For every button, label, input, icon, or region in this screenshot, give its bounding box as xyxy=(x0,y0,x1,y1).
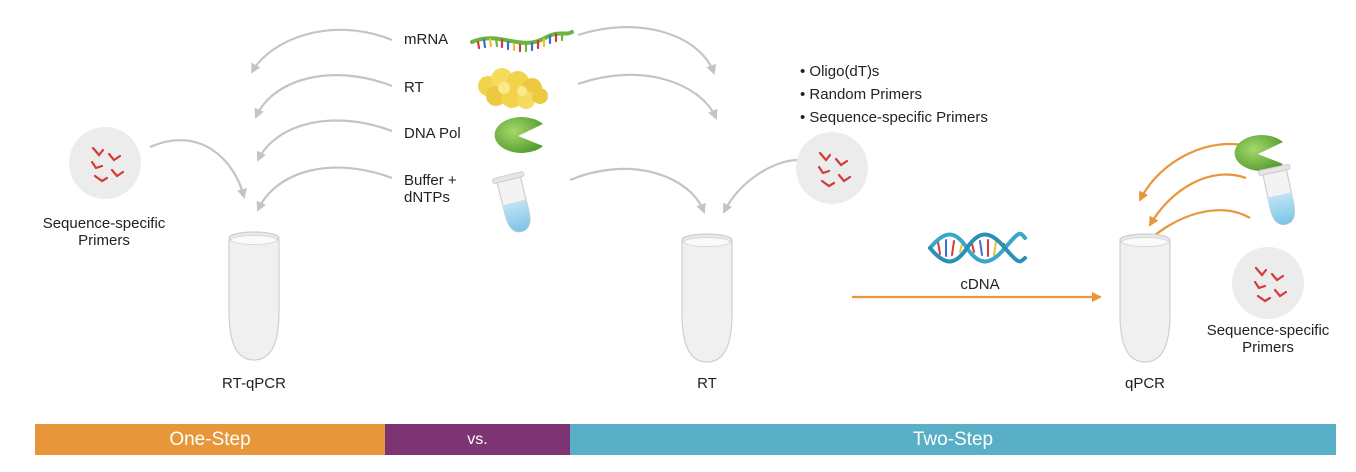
primer-option-sequence-specific: Sequence-specific Primers xyxy=(800,106,987,129)
primers-label-right-line2: Primers xyxy=(1242,339,1294,356)
qpcr-tube xyxy=(1119,233,1171,363)
mrna-icon xyxy=(470,30,574,53)
one-step-tube-label: RT-qPCR xyxy=(222,375,286,392)
arrow-pol-left xyxy=(257,119,393,162)
arrow-rt-right xyxy=(577,73,718,120)
arrow-mrna-left xyxy=(251,28,393,74)
buffer-tube-icon xyxy=(492,171,531,233)
arrow-primers-middle xyxy=(723,158,799,214)
primers-label-right: Sequence-specific Primers xyxy=(1178,322,1356,356)
reverse-transcriptase-icon xyxy=(478,68,548,109)
qpcr-tube-label: qPCR xyxy=(1124,375,1165,392)
primers-icon-left xyxy=(69,127,141,199)
buffer-label-line2: dNTPs xyxy=(404,189,450,206)
vs-label: vs. xyxy=(467,430,488,448)
dna-pol-label: DNA Pol xyxy=(404,125,461,142)
one-step-label: One-Step xyxy=(169,428,251,450)
rt-tube-label: RT xyxy=(697,375,717,392)
primers-label-left-line2: Primers xyxy=(78,232,130,249)
buffer-label-line1: Buffer + xyxy=(404,172,457,189)
primers-label-left: Sequence-specific Primers xyxy=(14,215,194,249)
dna-polymerase-icon xyxy=(494,117,543,153)
cdna-helix-icon xyxy=(928,231,1027,264)
primers-icon-middle xyxy=(796,132,868,204)
two-step-bar: Two-Step xyxy=(570,424,1336,455)
one-step-bar: One-Step xyxy=(35,424,385,455)
mrna-label: mRNA xyxy=(404,31,449,48)
rt-tube xyxy=(681,233,733,363)
arrow-rt-left xyxy=(254,74,393,119)
two-step-label: Two-Step xyxy=(912,428,994,450)
arrow-mrna-right xyxy=(577,26,716,75)
arrows-to-one-step-tube xyxy=(149,28,393,212)
buffer-label: Buffer + dNTPs xyxy=(404,172,457,206)
primer-option-random: Random Primers xyxy=(800,83,988,106)
vs-bar: vs. xyxy=(385,424,570,455)
primers-icon-right xyxy=(1232,247,1304,319)
primer-options-list: Oligo(dT)s Random Primers Sequence-speci… xyxy=(800,60,988,129)
primers-label-right-line1: Sequence-specific xyxy=(1206,322,1330,339)
arrow-buffer-to-qpcr xyxy=(1149,173,1247,227)
orange-arrows xyxy=(852,142,1253,302)
arrows-to-rt-tube xyxy=(569,26,799,214)
arrow-pol-to-qpcr xyxy=(1139,142,1253,202)
arrow-buffer-right xyxy=(569,167,706,214)
rt-reagent-label: RT xyxy=(404,79,424,96)
dna-polymerase-icon-right xyxy=(1234,134,1283,172)
one-step-tube xyxy=(228,231,280,361)
arrow-primers-left xyxy=(149,139,247,199)
primers-label-left-line1: Sequence-specific xyxy=(42,215,166,232)
arrow-buffer-left xyxy=(256,166,393,212)
buffer-tube-icon-right xyxy=(1257,164,1296,226)
primer-option-oligo-dt: Oligo(dT)s xyxy=(800,60,988,83)
cdna-label: cDNA xyxy=(960,276,1000,293)
